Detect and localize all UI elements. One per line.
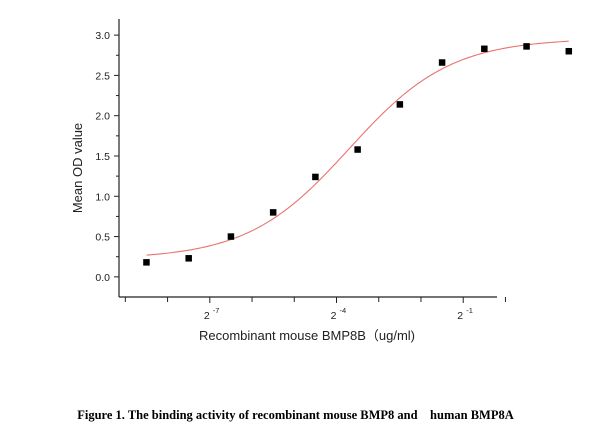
data-point [354, 146, 361, 153]
y-tick-label: 2.0 [95, 111, 110, 123]
data-point [438, 59, 446, 66]
data-point [396, 101, 404, 108]
data-point [565, 47, 573, 55]
data-point [143, 259, 150, 266]
data-point [269, 209, 277, 216]
x-tick-label-exponent: -7 [213, 306, 220, 315]
fit-curve [146, 40, 569, 256]
x-tick-label-base: 2 [457, 310, 463, 322]
y-tick-label: 3.0 [95, 30, 110, 42]
ticks: 0.00.51.01.52.02.53.02 -7 2 -4 2 -1 [95, 30, 506, 322]
data-points [143, 43, 573, 266]
x-tick-label-base: 2 [331, 310, 337, 322]
axes [118, 19, 497, 298]
chart: 0.00.51.01.52.02.53.02 -7 2 -4 2 -1 Mean OD v… [70, 19, 573, 343]
figure-caption: Figure 1. The binding activity of recomb… [77, 408, 514, 422]
y-tick-label: 0.5 [95, 232, 110, 244]
y-tick-label: 1.5 [95, 151, 110, 163]
data-point [523, 43, 530, 50]
x-tick-label-exponent: -4 [340, 306, 347, 315]
x-tick-label-base: 2 [204, 310, 210, 322]
data-point [185, 255, 192, 262]
data-point [312, 173, 319, 181]
data-point [227, 233, 235, 240]
x-axis-label: Recombinant mouse BMP8B（ug/ml) [199, 328, 415, 343]
y-tick-label: 1.0 [95, 191, 110, 203]
y-tick-label: 2.5 [95, 70, 110, 82]
data-point [481, 45, 488, 53]
x-tick-label-exponent: -1 [466, 306, 473, 315]
y-tick-label: 0.0 [95, 272, 110, 284]
y-axis-label: Mean OD value [70, 123, 85, 213]
